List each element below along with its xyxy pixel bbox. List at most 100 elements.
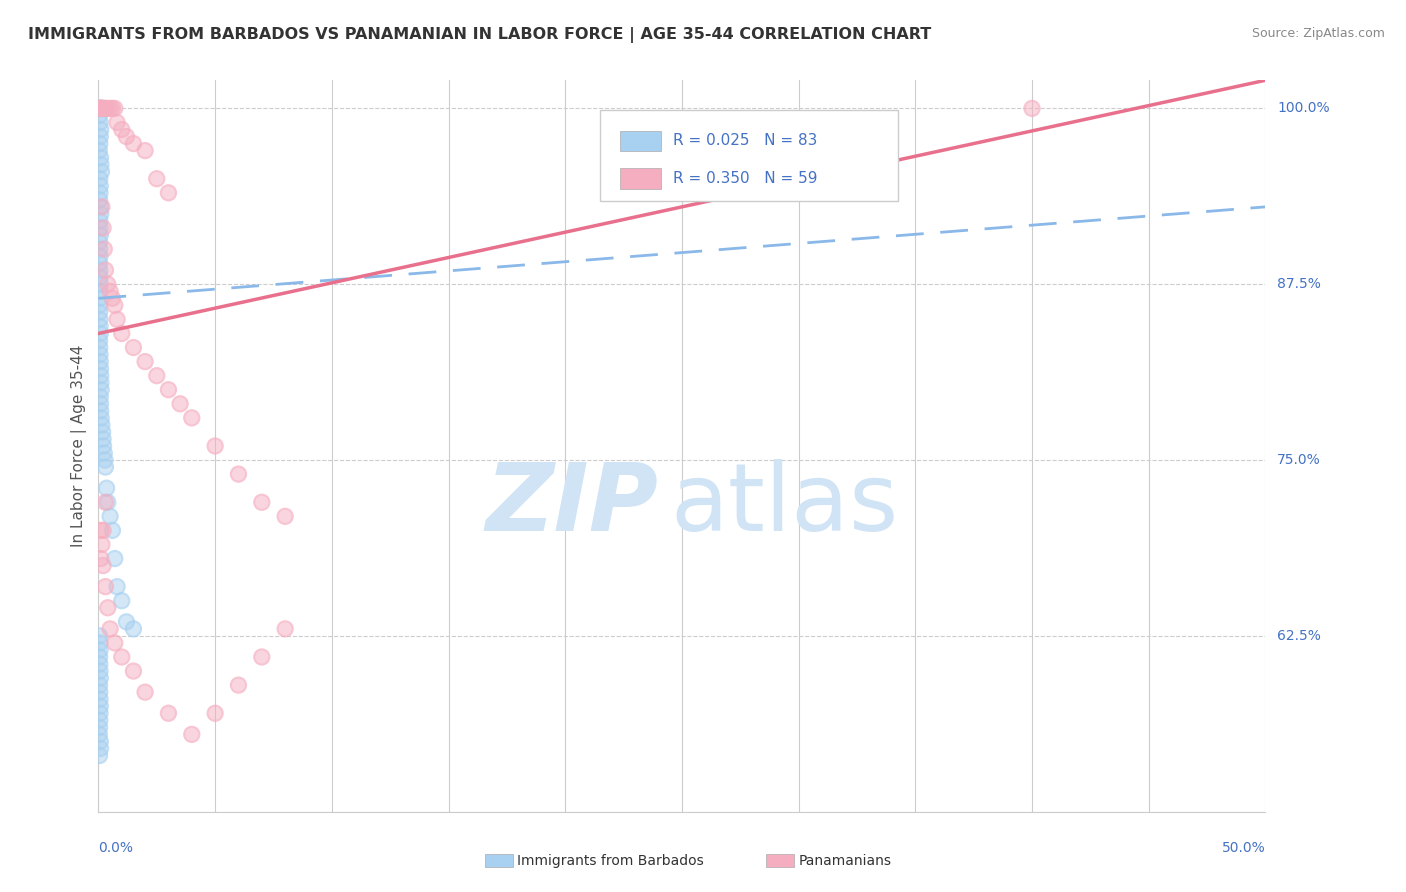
Point <box>89 699 111 714</box>
Point <box>101 291 124 305</box>
Point <box>89 227 111 242</box>
Point <box>91 524 114 538</box>
Point <box>90 122 112 136</box>
Point <box>89 685 111 699</box>
Point <box>89 102 111 116</box>
Point <box>90 404 112 418</box>
Point <box>91 558 114 573</box>
Point <box>89 256 111 270</box>
Point <box>180 410 202 425</box>
Point <box>97 600 120 615</box>
Text: ZIP: ZIP <box>485 458 658 550</box>
Point <box>93 242 115 256</box>
Point <box>89 102 111 116</box>
Point <box>89 629 111 643</box>
Point <box>89 235 111 249</box>
Point <box>94 580 117 594</box>
Point <box>180 727 202 741</box>
Point <box>89 263 111 277</box>
Point <box>89 263 111 277</box>
Point <box>204 439 226 453</box>
Point <box>94 102 117 116</box>
Point <box>89 186 111 200</box>
Point <box>89 354 111 368</box>
Point <box>90 404 112 418</box>
Point <box>89 200 111 214</box>
Point <box>89 144 111 158</box>
Point <box>250 495 273 509</box>
Point <box>104 298 127 312</box>
Text: R = 0.025   N = 83: R = 0.025 N = 83 <box>672 134 817 148</box>
Point <box>204 439 226 453</box>
Point <box>89 129 111 144</box>
Point <box>89 171 111 186</box>
Point <box>90 122 112 136</box>
Point <box>104 551 127 566</box>
Text: R = 0.350   N = 59: R = 0.350 N = 59 <box>672 170 817 186</box>
Point <box>90 524 112 538</box>
Point <box>105 312 128 326</box>
Point <box>89 285 111 299</box>
Point <box>89 129 111 144</box>
Point <box>90 164 112 178</box>
Point <box>90 207 112 221</box>
Point <box>89 657 111 671</box>
Point <box>90 102 112 116</box>
Point <box>89 249 111 263</box>
Point <box>89 734 111 748</box>
Point <box>90 102 112 116</box>
Point <box>250 650 273 665</box>
Point <box>111 326 134 341</box>
Point <box>89 720 111 734</box>
Point <box>228 678 250 692</box>
Point <box>89 186 111 200</box>
Point <box>89 305 111 319</box>
Text: Immigrants from Barbados: Immigrants from Barbados <box>517 854 704 868</box>
Point <box>1021 102 1043 116</box>
Point <box>94 495 117 509</box>
Text: atlas: atlas <box>671 458 898 550</box>
Point <box>274 509 297 524</box>
Point <box>89 305 111 319</box>
Point <box>89 692 111 706</box>
Bar <box>485 854 513 867</box>
Point <box>97 277 120 292</box>
Point <box>111 650 134 665</box>
Point <box>89 144 111 158</box>
Point <box>105 115 128 129</box>
Point <box>90 383 112 397</box>
Point <box>89 650 111 665</box>
Point <box>97 102 120 116</box>
Point <box>115 129 138 144</box>
Point <box>89 115 111 129</box>
Point <box>90 102 112 116</box>
Point <box>89 115 111 129</box>
Point <box>89 291 111 305</box>
Point <box>101 524 124 538</box>
Point <box>89 678 111 692</box>
Point <box>96 481 118 495</box>
Point <box>91 425 114 439</box>
Point <box>90 102 112 116</box>
Point <box>90 368 112 383</box>
Point <box>98 102 121 116</box>
Point <box>91 221 114 235</box>
Point <box>94 263 117 277</box>
Point <box>115 129 138 144</box>
Point <box>101 524 124 538</box>
Point <box>89 298 111 312</box>
Point <box>122 664 145 678</box>
Point <box>146 171 169 186</box>
Point <box>134 144 156 158</box>
Point <box>122 622 145 636</box>
Point <box>101 102 124 116</box>
Point <box>89 734 111 748</box>
Point <box>90 383 112 397</box>
Point <box>122 664 145 678</box>
Point <box>89 341 111 355</box>
Point <box>101 291 124 305</box>
Point <box>90 551 112 566</box>
Point <box>89 354 111 368</box>
Point <box>89 277 111 292</box>
Point <box>90 164 112 178</box>
